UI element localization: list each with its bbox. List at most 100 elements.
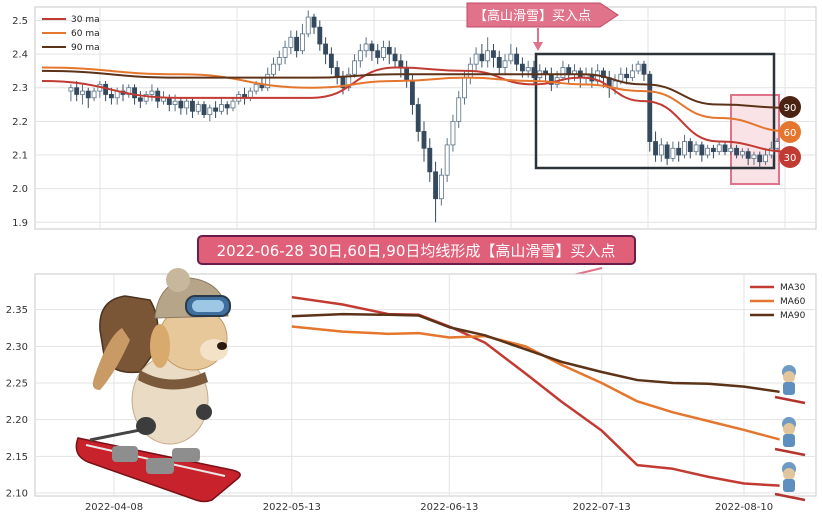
badge-90 bbox=[779, 96, 801, 118]
candle-body bbox=[323, 43, 329, 55]
candle-body bbox=[444, 144, 450, 176]
top-ma-lines bbox=[41, 66, 791, 153]
candle-body bbox=[485, 50, 491, 62]
candle-body bbox=[207, 107, 213, 116]
candle-body bbox=[305, 16, 311, 35]
skier-body bbox=[783, 479, 795, 492]
candle-body bbox=[421, 131, 427, 149]
candle-body bbox=[218, 104, 224, 112]
candle-body bbox=[276, 57, 282, 65]
candle-body bbox=[687, 141, 693, 153]
candle-body bbox=[682, 141, 687, 156]
candle-body bbox=[398, 60, 404, 68]
candle-body bbox=[751, 154, 757, 159]
top-series-line-60-ma bbox=[41, 66, 791, 133]
candle-body bbox=[618, 73, 624, 82]
badge-60 bbox=[779, 121, 801, 143]
dog-scarf bbox=[138, 370, 208, 390]
candle-body bbox=[68, 87, 74, 92]
bottom-x-tick-label: 2022-07-13 bbox=[573, 502, 631, 513]
candle-body bbox=[265, 73, 271, 89]
candle-body bbox=[80, 90, 85, 95]
candle-body bbox=[705, 147, 711, 156]
small-skier-middle bbox=[774, 417, 806, 457]
candle-body bbox=[473, 53, 479, 65]
dog-tail bbox=[92, 328, 130, 390]
legend-label-MA60: MA60 bbox=[780, 297, 806, 307]
beanie-pompom bbox=[166, 268, 190, 292]
candle-body bbox=[190, 100, 195, 112]
banner-box bbox=[197, 235, 636, 265]
buy-point-arrow-annotation: 【高山滑雪】买入点 bbox=[466, 2, 619, 51]
skier-ski bbox=[774, 447, 806, 457]
bottom-y-tick-label: 2.30 bbox=[6, 342, 28, 353]
skier-head bbox=[783, 423, 795, 435]
candle-body bbox=[433, 171, 439, 200]
candle-body bbox=[653, 141, 658, 156]
skier-body bbox=[783, 382, 795, 395]
candle-body bbox=[745, 151, 751, 159]
candle-body bbox=[560, 67, 566, 79]
boot-left bbox=[112, 446, 138, 462]
badge-30-label: 30 bbox=[784, 153, 797, 164]
candle-body bbox=[722, 144, 728, 153]
candle-body bbox=[479, 53, 485, 62]
candle-body bbox=[282, 46, 288, 58]
candle-body bbox=[392, 53, 398, 62]
candle-body bbox=[224, 104, 230, 109]
candle-body bbox=[149, 90, 155, 95]
bottom-x-tick-label: 2022-08-10 bbox=[715, 502, 773, 513]
candle-body bbox=[386, 46, 392, 55]
candle-body bbox=[525, 67, 531, 72]
candle-body bbox=[294, 36, 300, 52]
consolidation-box bbox=[534, 52, 776, 170]
candle-body bbox=[195, 104, 201, 112]
banner-text: 2022-06-28 30日,60日,90日均线形成【高山滑雪】买入点 bbox=[217, 242, 616, 260]
top-y-tick-label: 2.4 bbox=[12, 50, 28, 61]
candle-body bbox=[647, 73, 653, 142]
candle-body bbox=[85, 90, 91, 99]
candle-body bbox=[288, 36, 294, 48]
dog-paw-left bbox=[136, 417, 156, 435]
candle-body bbox=[566, 67, 572, 75]
candle-body bbox=[108, 94, 114, 99]
bottom-x-tick-label: 2022-05-13 bbox=[263, 502, 321, 513]
boot-middle bbox=[146, 458, 174, 474]
candle-body bbox=[774, 141, 780, 149]
top-y-tick-label: 2.0 bbox=[12, 184, 28, 195]
candle-body bbox=[166, 97, 172, 105]
candle-body bbox=[328, 53, 334, 68]
candle-body bbox=[664, 144, 670, 159]
candle-body bbox=[300, 33, 305, 52]
top-y-tick-label: 2.2 bbox=[12, 117, 28, 128]
candle-body bbox=[143, 94, 149, 102]
candle-body bbox=[693, 144, 699, 153]
candle-body bbox=[768, 147, 774, 156]
candle-body bbox=[635, 63, 641, 72]
legend-label-60ma: 60 ma bbox=[71, 29, 100, 39]
bottom-x-tick-label: 2022-04-08 bbox=[85, 502, 143, 513]
candle-body bbox=[496, 57, 502, 68]
candle-body bbox=[253, 83, 259, 92]
candle-body bbox=[629, 70, 635, 79]
bottom-ma-lines bbox=[291, 295, 780, 487]
candle-body bbox=[438, 174, 444, 200]
bottom-y-tick-label: 2.25 bbox=[6, 379, 28, 390]
candle-body bbox=[317, 26, 323, 45]
dog-nose bbox=[217, 342, 227, 350]
bottom-y-tick-label: 2.10 bbox=[6, 489, 28, 500]
top-legend: 30 ma 60 ma 90 ma bbox=[42, 15, 100, 53]
top-series-line-90-ma bbox=[41, 69, 791, 109]
candle-body bbox=[178, 100, 184, 109]
down-arrow-head bbox=[533, 42, 543, 51]
candle-body bbox=[502, 60, 508, 68]
candle-body bbox=[699, 144, 705, 156]
candle-body bbox=[346, 73, 352, 89]
candle-body bbox=[450, 120, 456, 146]
candle-body bbox=[369, 43, 375, 52]
candle-body bbox=[456, 97, 462, 122]
skier-ski bbox=[774, 395, 806, 405]
candle-body bbox=[514, 53, 520, 65]
candle-body bbox=[676, 147, 682, 156]
